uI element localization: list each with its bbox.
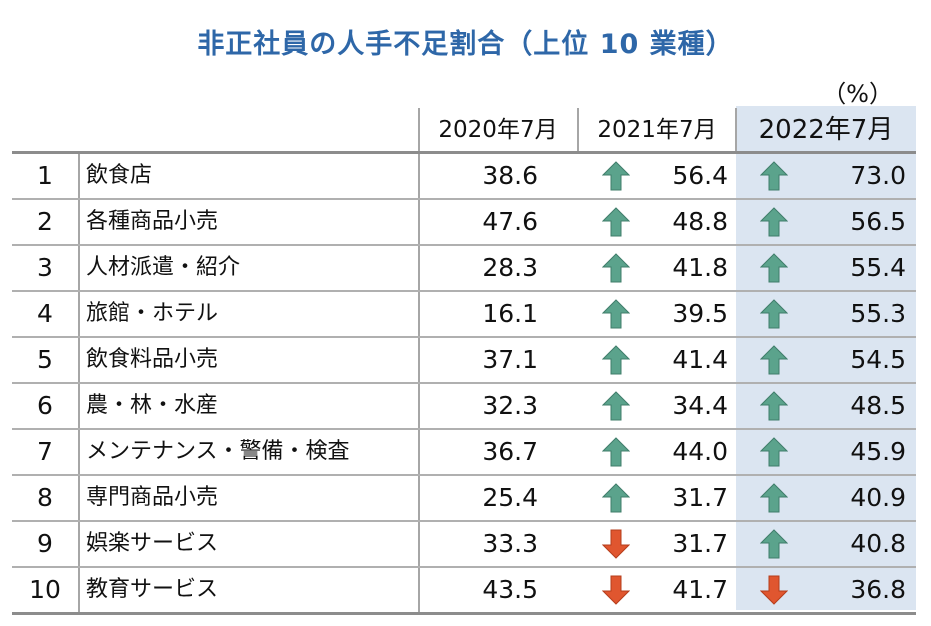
rank-cell: 5 [37,345,53,374]
arrow-up-icon [760,529,788,559]
value-2021: 31.7 [672,529,728,558]
value-2021: 39.5 [672,299,728,328]
arrow-up-icon [760,437,788,467]
arrow-up-icon [602,207,630,237]
row-divider [12,382,916,384]
value-2022: 73.0 [850,161,906,190]
arrow-up-icon [602,437,630,467]
value-2021: 44.0 [672,437,728,466]
value-2022: 40.8 [850,529,906,558]
rank-cell: 3 [37,253,53,282]
arrow-down-icon [760,575,788,605]
row-divider [12,290,916,292]
industry-cell: 娯楽サービス [86,531,219,556]
arrow-up-icon [760,345,788,375]
arrow-up-icon [602,299,630,329]
header-2022: 2022年7月 [758,115,894,145]
value-2020: 25.4 [482,483,538,512]
value-2021: 41.7 [672,575,728,604]
arrow-down-icon [602,529,630,559]
arrow-up-icon [760,299,788,329]
table-top-rule [12,151,916,154]
table-row: 4 旅館・ホテル 16.1 39.5 55.3 [12,291,916,337]
unit-label: （%） [822,80,893,108]
value-2020: 36.7 [482,437,538,466]
value-2022: 55.4 [850,253,906,282]
row-divider [12,520,916,522]
value-2022: 48.5 [850,391,906,420]
header-divider [418,108,420,153]
value-2020: 37.1 [482,345,538,374]
value-2022: 40.9 [850,483,906,512]
value-2020: 32.3 [482,391,538,420]
value-2022: 55.3 [850,299,906,328]
header-2021: 2021年7月 [597,117,717,143]
industry-cell: 飲食料品小売 [86,347,219,372]
value-2020: 43.5 [482,575,538,604]
industry-cell: メンテナンス・警備・検査 [86,439,350,464]
table-row: 8 専門商品小売 25.4 31.7 40.9 [12,475,916,521]
table-row: 1 飲食店 38.6 56.4 73.0 [12,153,916,199]
rank-cell: 1 [37,161,53,190]
arrow-down-icon [602,575,630,605]
arrow-up-icon [602,253,630,283]
arrow-up-icon [602,345,630,375]
rank-cell: 2 [37,207,53,236]
value-2022: 54.5 [850,345,906,374]
row-divider [12,428,916,430]
industry-cell: 各種商品小売 [86,209,219,234]
arrow-up-icon [760,391,788,421]
rank-cell: 4 [37,299,53,328]
arrow-up-icon [602,161,630,191]
value-2021: 31.7 [672,483,728,512]
row-divider [12,198,916,200]
header-2020: 2020年7月 [438,117,558,143]
table-row: 10 教育サービス 43.5 41.7 36.8 [12,567,916,613]
value-2020: 16.1 [482,299,538,328]
row-divider [12,244,916,246]
value-2022: 56.5 [850,207,906,236]
value-2021: 48.8 [672,207,728,236]
rank-cell: 10 [29,575,61,604]
value-2021: 41.4 [672,345,728,374]
header-divider [735,108,737,153]
arrow-up-icon [760,207,788,237]
value-2020: 28.3 [482,253,538,282]
value-2022: 36.8 [850,575,906,604]
value-2021: 34.4 [672,391,728,420]
industry-cell: 教育サービス [86,577,219,602]
arrow-up-icon [602,391,630,421]
rank-cell: 9 [37,529,53,558]
value-2020: 33.3 [482,529,538,558]
table-row: 9 娯楽サービス 33.3 31.7 40.8 [12,521,916,567]
value-2021: 56.4 [672,161,728,190]
rank-cell: 7 [37,437,53,466]
header-divider [577,108,579,153]
industry-cell: 人材派遣・紹介 [86,255,241,280]
rank-cell: 6 [37,391,53,420]
row-divider [12,474,916,476]
industry-cell: 飲食店 [86,163,153,188]
table-row: 7 メンテナンス・警備・検査 36.7 44.0 45.9 [12,429,916,475]
row-divider [12,336,916,338]
arrow-up-icon [602,483,630,513]
arrow-up-icon [760,253,788,283]
arrow-up-icon [760,483,788,513]
table-row: 5 飲食料品小売 37.1 41.4 54.5 [12,337,916,383]
rank-cell: 8 [37,483,53,512]
industry-cell: 農・林・水産 [86,393,219,418]
chart-title: 非正社員の人手不足割合（上位 10 業種） [197,29,734,60]
row-divider [12,566,916,568]
table-row: 2 各種商品小売 47.6 48.8 56.5 [12,199,916,245]
table-row: 3 人材派遣・紹介 28.3 41.8 55.4 [12,245,916,291]
value-2021: 41.8 [672,253,728,282]
value-2020: 47.6 [482,207,538,236]
row-divider [12,612,916,615]
table-row: 6 農・林・水産 32.3 34.4 48.5 [12,383,916,429]
arrow-up-icon [760,161,788,191]
industry-cell: 旅館・ホテル [86,301,219,326]
value-2022: 45.9 [850,437,906,466]
industry-cell: 専門商品小売 [86,485,219,510]
value-2020: 38.6 [482,161,538,190]
